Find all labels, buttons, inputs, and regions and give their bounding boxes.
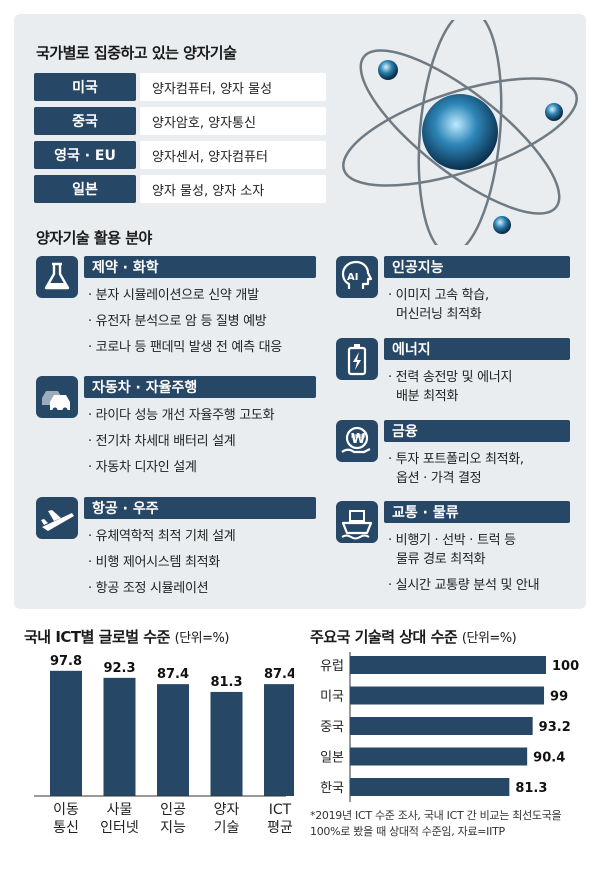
country-name: 미국 (34, 73, 136, 101)
field-header: 금융 (384, 420, 570, 442)
field-item: · 항공 조정 시뮬레이션 (88, 581, 209, 596)
countries-title: 국가별로 집중하고 있는 양자기술 (36, 44, 237, 62)
electron-shape (493, 216, 511, 234)
field-item: · 비행기 · 선박 · 트럭 등 (388, 533, 516, 548)
chart-1-category-label: 통신 (53, 820, 79, 836)
chart-1-category-label: 양자 (214, 802, 240, 818)
fields-title: 양자기술 활용 분야 (36, 229, 152, 247)
country-tech: 양자암호, 양자통신 (140, 107, 326, 135)
country-row: 중국 양자암호, 양자통신 (34, 107, 326, 135)
country-row: 일본 양자 물성, 양자 소자 (34, 175, 326, 203)
svg-text:₩: ₩ (351, 432, 366, 447)
country-tech: 양자 물성, 양자 소자 (140, 175, 326, 203)
nucleus-shape (422, 94, 498, 170)
chart-1-value-label: 81.3 (210, 675, 242, 690)
country-tech: 양자컴퓨터, 양자 물성 (140, 73, 326, 101)
field-item: · 코로나 등 팬데믹 발생 전 예측 대응 (88, 340, 282, 355)
field-item: · 유전자 분석으로 암 등 질병 예방 (88, 314, 267, 329)
airplane-icon (36, 497, 78, 539)
chart-2-bar (350, 747, 528, 766)
chart-1-value-label: 92.3 (103, 661, 135, 676)
field-item: · 실시간 교통량 분석 및 안내 (388, 578, 540, 593)
field-header: 항공 · 우주 (84, 497, 316, 519)
ship-icon (336, 501, 378, 543)
chart-1-category-label: 사물 (107, 802, 133, 818)
chart-1-category-label: 기술 (214, 820, 240, 836)
country-name: 일본 (34, 175, 136, 203)
chart-1-value-label: 87.4 (264, 667, 294, 682)
field-header: 제약 · 화학 (84, 256, 316, 278)
battery-icon (336, 338, 378, 380)
chart-1-bar (264, 684, 294, 796)
chart-2-bar (350, 717, 533, 735)
chart-2-unit: (단위=%) (461, 631, 517, 646)
won-coin-icon: ₩ (336, 420, 378, 462)
field-header: 자동차 · 자율주행 (84, 376, 316, 398)
country-row: 영국 · EU 양자센서, 양자컴퓨터 (34, 141, 326, 169)
electron-shape (545, 103, 563, 121)
field-item: · 투자 포트폴리오 최적화, (388, 452, 524, 467)
chart-1-category-label: 인터넷 (100, 820, 139, 836)
chart-1-category-label: 인공 (160, 802, 186, 818)
country-row: 미국 양자컴퓨터, 양자 물성 (34, 73, 326, 101)
chart-2-value-label: 81.3 (515, 781, 547, 796)
footnote: *2019년 ICT 수준 조사, 국내 ICT 간 비교는 최선도국을 100… (310, 809, 562, 838)
field-item: · 라이다 성능 개선 자율주행 고도화 (88, 408, 275, 423)
chart-2-title-text: 주요국 기술력 상대 수준 (310, 628, 458, 646)
chart-1-category-label: ICT (269, 802, 292, 818)
chart-1-bar (210, 691, 243, 796)
electron-shape (378, 60, 398, 80)
chart-2-category-label: 미국 (320, 690, 344, 705)
chart-1-bar (103, 677, 136, 796)
chart-2-value-label: 93.2 (539, 720, 571, 735)
flask-icon (36, 256, 78, 298)
chart-2-svg: 유럽 100 미국 99 중국 93.2 일본 90.4 한국 81.3 (320, 652, 579, 802)
svg-text:AI: AI (347, 272, 358, 283)
chart-1-category-label: 지능 (160, 820, 186, 836)
field-item: 배분 최적화 (396, 389, 459, 404)
chart-2-category-label: 중국 (320, 720, 344, 735)
chart-2-category-label: 유럽 (320, 659, 344, 674)
chart-2-value-label: 99 (550, 690, 568, 705)
chart-2-category-label: 일본 (320, 751, 344, 766)
chart-2-value-label: 90.4 (533, 751, 565, 766)
chart-1-value-label: 87.4 (157, 667, 189, 682)
country-tech: 양자센서, 양자컴퓨터 (140, 141, 326, 169)
field-item: · 분자 시뮬레이션으로 신약 개발 (88, 288, 259, 303)
car-icon (36, 376, 78, 418)
chart-1-category-label: 이동 (53, 802, 79, 818)
chart-1-bar (157, 684, 189, 796)
field-item: · 비행 제어시스템 최적화 (88, 555, 220, 570)
chart-2-bar (350, 686, 545, 705)
field-header: 교통 · 물류 (384, 501, 570, 523)
field-item: · 이미지 고속 학습, (388, 288, 489, 303)
chart-2-category-label: 한국 (320, 781, 344, 796)
chart-1-category-label: 평균 (267, 820, 293, 836)
field-header: 에너지 (384, 338, 570, 360)
chart-1-title: 국내 ICT별 글로벌 수준 (단위=%) (24, 626, 229, 647)
ai-head-icon: AI (336, 256, 378, 298)
country-name: 중국 (34, 107, 136, 135)
chart-2-bar (350, 656, 546, 674)
chart-1-value-label: 97.8 (50, 654, 82, 669)
chart-2-bar (350, 778, 510, 796)
field-header: 인공지능 (384, 256, 570, 278)
field-item: 물류 경로 최적화 (396, 552, 486, 567)
field-item: · 자동차 디자인 설계 (88, 460, 197, 475)
field-item: · 전기차 차세대 배터리 설계 (88, 434, 236, 449)
field-item: 옵션 · 가격 결정 (396, 471, 482, 486)
chart-1-bar (50, 670, 82, 796)
chart-1-title-text: 국내 ICT별 글로벌 수준 (24, 628, 170, 646)
field-item: 머신러닝 최적화 (396, 307, 482, 322)
field-item: · 유체역학적 최적 기체 설계 (88, 529, 236, 544)
country-name: 영국 · EU (34, 141, 136, 169)
atom-illustration (342, 20, 578, 245)
chart-2-title: 주요국 기술력 상대 수준 (단위=%) (310, 626, 517, 647)
field-item: · 전력 송전망 및 에너지 (388, 370, 513, 385)
chart-2-value-label: 100 (552, 659, 579, 674)
chart-1-unit: (단위=%) (174, 631, 230, 646)
